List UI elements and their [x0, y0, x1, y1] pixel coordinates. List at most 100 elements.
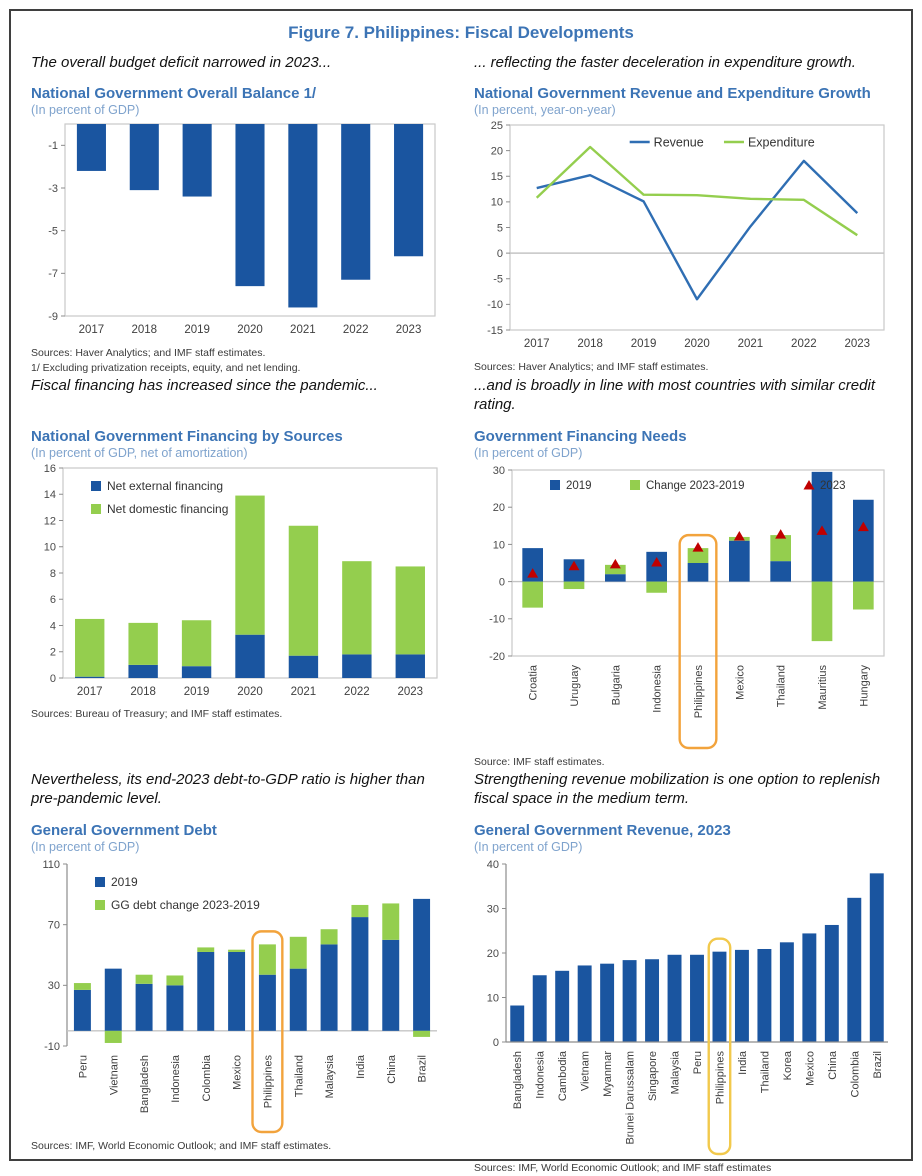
financing-needs-chart: 30 20 10 0 -10 -20 2019 Change 2023-2019 2023 Cro… — [489, 465, 885, 750]
svg-text:30: 30 — [48, 980, 60, 992]
svg-text:2022: 2022 — [344, 686, 370, 698]
svg-text:5: 5 — [497, 223, 503, 235]
chart-subtitle: (In percent of GDP) — [31, 103, 140, 118]
highlight-box — [707, 937, 732, 1156]
svg-text:Thailand: Thailand — [776, 665, 788, 707]
chart-subtitle: (In percent of GDP) — [31, 839, 140, 854]
svg-text:Colombia: Colombia — [849, 1050, 861, 1097]
svg-text:-7: -7 — [48, 268, 58, 280]
chart-subtitle: (In percent of GDP, net of amortization) — [31, 445, 248, 460]
panel-gg-debt: Nevertheless, its end-2023 debt-to-GDP r… — [31, 770, 448, 1154]
svg-text:110: 110 — [42, 859, 60, 871]
svg-text:-3: -3 — [48, 183, 58, 195]
svg-text:2022: 2022 — [791, 338, 817, 350]
svg-text:Philippines: Philippines — [693, 664, 705, 718]
svg-text:Mexico: Mexico — [232, 1055, 244, 1090]
chart-sources: Source: IMF staff estimates. — [474, 755, 891, 770]
svg-text:2017: 2017 — [79, 324, 105, 336]
svg-text:2020: 2020 — [684, 338, 710, 350]
svg-text:30: 30 — [493, 465, 505, 477]
svg-text:-10: -10 — [489, 614, 505, 626]
svg-text:Bulgaria: Bulgaria — [610, 664, 622, 705]
chart-subtitle: (In percent, year-on-year) — [474, 103, 616, 118]
svg-text:2019: 2019 — [566, 480, 592, 492]
svg-text:25: 25 — [491, 120, 503, 132]
svg-text:Vietnam: Vietnam — [580, 1051, 592, 1091]
svg-text:-15: -15 — [487, 325, 503, 337]
svg-text:20: 20 — [491, 146, 503, 158]
svg-text:70: 70 — [48, 919, 60, 931]
svg-text:2017: 2017 — [77, 686, 103, 698]
row-1: The overall budget deficit narrowed in 2… — [31, 53, 891, 376]
svg-text:16: 16 — [44, 463, 56, 475]
svg-text:Philippines: Philippines — [262, 1054, 274, 1108]
source-line: Sources: IMF, World Economic Outlook; an… — [31, 1139, 332, 1152]
overall-balance-chart: -1 -3 -5 -7 -9 2017 2018 2019 2020 2021 2022 2023 — [48, 123, 436, 336]
chart-subtitle: (In percent of GDP) — [474, 445, 583, 460]
svg-text:Net external financing: Net external financing — [107, 479, 223, 493]
svg-text:-5: -5 — [493, 274, 503, 286]
chart-sources: Sources: Haver Analytics; and IMF staff … — [31, 346, 448, 375]
svg-text:2019: 2019 — [111, 875, 138, 889]
svg-text:Croatia: Croatia — [528, 664, 540, 700]
svg-text:2017: 2017 — [524, 338, 550, 350]
chart-title: National Government Financing by Sources — [31, 427, 343, 445]
chart-title: National Government Revenue and Expendit… — [474, 85, 871, 102]
svg-text:8: 8 — [50, 568, 56, 580]
source-line: Sources: Haver Analytics; and IMF staff … — [474, 361, 709, 374]
panel-financing-needs: ...and is broadly in line with most coun… — [474, 376, 891, 770]
svg-text:30: 30 — [487, 903, 499, 915]
svg-text:Colombia: Colombia — [201, 1054, 213, 1101]
chart-subtitle: (In percent of GDP) — [474, 839, 583, 854]
svg-text:2023: 2023 — [396, 324, 422, 336]
chart-sources: Sources: IMF, World Economic Outlook; an… — [31, 1139, 448, 1154]
svg-text:Change 2023-2019: Change 2023-2019 — [646, 480, 744, 492]
svg-text:40: 40 — [487, 859, 499, 871]
panel-caption: Fiscal financing has increased since the… — [31, 376, 378, 394]
svg-text:2: 2 — [50, 646, 56, 658]
chart-title: General Government Revenue, 2023 — [474, 821, 731, 839]
svg-text:2018: 2018 — [577, 338, 603, 350]
svg-text:Cambodia: Cambodia — [557, 1050, 569, 1101]
svg-text:Indonesia: Indonesia — [170, 1054, 182, 1103]
svg-text:0: 0 — [50, 673, 56, 685]
chart-sources: Sources: Bureau of Treasury; and IMF sta… — [31, 707, 448, 722]
svg-text:-5: -5 — [48, 226, 58, 238]
source-line: Sources: IMF, World Economic Outlook; an… — [474, 1161, 772, 1174]
svg-text:2021: 2021 — [290, 324, 316, 336]
svg-text:2023: 2023 — [397, 686, 423, 698]
svg-text:2021: 2021 — [738, 338, 764, 350]
svg-text:10: 10 — [493, 539, 505, 551]
svg-text:Indonesia: Indonesia — [535, 1050, 547, 1099]
svg-text:Philippines: Philippines — [714, 1050, 726, 1104]
row-3: Nevertheless, its end-2023 debt-to-GDP r… — [31, 770, 891, 1176]
panel-caption: Nevertheless, its end-2023 debt-to-GDP r… — [31, 770, 425, 808]
svg-text:Malaysia: Malaysia — [324, 1054, 336, 1098]
svg-text:2018: 2018 — [130, 686, 156, 698]
panel-caption: The overall budget deficit narrowed in 2… — [31, 54, 332, 71]
svg-text:India: India — [737, 1050, 749, 1075]
financing-sources-chart: 0 2 4 6 8 10 12 14 16 Net external financing Net d… — [44, 463, 438, 698]
svg-text:2020: 2020 — [237, 686, 263, 698]
svg-text:-9: -9 — [48, 311, 58, 323]
highlight-box — [678, 533, 718, 750]
svg-text:China: China — [386, 1054, 398, 1084]
row-2: Fiscal financing has increased since the… — [31, 376, 891, 770]
svg-text:10: 10 — [487, 992, 499, 1004]
source-line: Sources: Haver Analytics; and IMF staff … — [31, 347, 266, 360]
svg-text:India: India — [355, 1054, 367, 1079]
footnote-line: 1/ Excluding privatization receipts, equ… — [31, 361, 301, 374]
svg-text:2019: 2019 — [184, 686, 210, 698]
svg-text:Peru: Peru — [77, 1055, 89, 1078]
svg-text:Myanmar: Myanmar — [602, 1050, 614, 1096]
svg-text:12: 12 — [44, 515, 56, 527]
svg-text:Expenditure: Expenditure — [748, 136, 815, 150]
svg-text:Thailand: Thailand — [293, 1055, 305, 1097]
svg-text:2021: 2021 — [291, 686, 317, 698]
svg-text:Indonesia: Indonesia — [652, 664, 664, 713]
svg-text:Brazil: Brazil — [417, 1055, 429, 1083]
svg-text:Hungary: Hungary — [858, 664, 870, 706]
svg-text:Mexico: Mexico — [734, 665, 746, 700]
svg-text:China: China — [827, 1050, 839, 1080]
chart-title: Government Financing Needs — [474, 427, 687, 445]
